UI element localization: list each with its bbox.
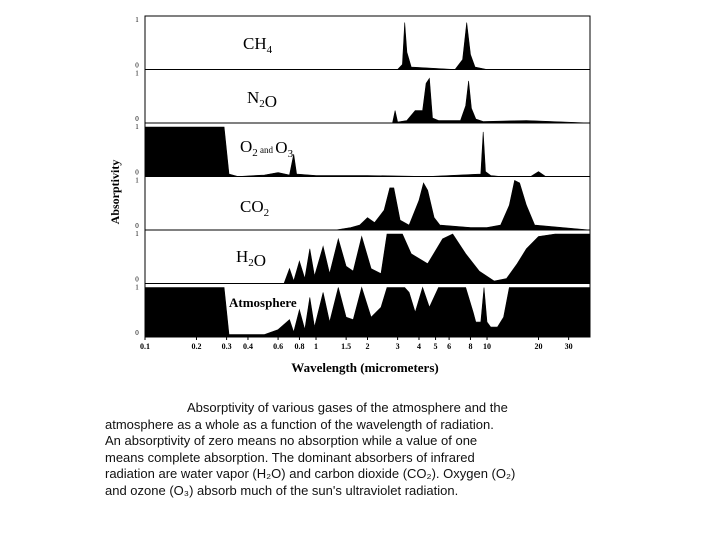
caption-line: means complete absorption. The dominant … [105,449,475,465]
panel-0: 1 0 CH4 [135,15,591,70]
y-axis-label: Absorptivity [108,160,122,225]
x-tick-label: 10 [483,342,491,351]
x-axis-label: Wavelength (micrometers) [291,360,438,375]
x-tick-label: 3 [396,342,400,351]
caption-line: and ozone (O₃) absorb much of the sun's … [105,482,459,498]
series-label: N2O [247,88,277,111]
y-tick-label-1: 1 [135,70,139,78]
x-axis: 0.1 0.2 0.3 0.4 0.6 0.8 1 1.5 2 3 4 5 6 8 10 20 30 [140,337,573,351]
series-label: CH4 [243,34,273,56]
y-tick-label-1: 1 [135,16,139,24]
x-tick-label: 4 [417,342,421,351]
absorption-area [144,126,590,177]
caption-line: atmosphere as a whole as a function of t… [105,416,494,432]
x-tick-label: 1.5 [341,342,351,351]
x-tick-label: 30 [565,342,573,351]
caption-line: radiation are water vapor (H₂O) and carb… [105,466,516,481]
y-tick-label-1: 1 [135,284,139,292]
series-label: Atmosphere [229,295,297,310]
y-tick-label-1: 1 [135,230,139,238]
x-tick-label: 2 [366,342,370,351]
panel-3: 1 0 CO2 [135,176,591,231]
y-tick-label-0: 0 [135,62,139,70]
panel-1: 1 0 N2O [135,69,591,124]
y-tick-label-0: 0 [135,276,139,284]
y-tick-label-0: 0 [135,222,139,230]
absorption-area [145,77,591,124]
y-tick-label-0: 0 [135,169,139,177]
absorption-area [145,233,591,284]
x-tick-label: 20 [535,342,543,351]
figure-caption: Absorptivity of various gases of the atm… [105,400,590,499]
series-label: CO2 [240,197,269,219]
panel-4: 1 0 H2O [135,229,591,284]
series-label: H2O [236,247,266,270]
x-tick-label: 0.4 [243,342,253,351]
x-tick-label: 6 [447,342,451,351]
x-tick-label: 8 [468,342,472,351]
x-tick-label: 1 [314,342,318,351]
x-tick-label: 0.1 [140,342,150,351]
panel-frame [144,15,591,70]
absorption-area [144,286,591,338]
caption-line: Absorptivity of various gases of the atm… [187,400,508,415]
panel-2: 1 0 O2 and O3 [135,122,591,177]
absorption-area [145,180,591,231]
x-tick-label: 5 [434,342,438,351]
panel-frame [144,69,591,124]
x-tick-label: 0.8 [294,342,304,351]
y-tick-label-0: 0 [135,115,139,123]
x-tick-label: 0.2 [191,342,201,351]
y-tick-label-1: 1 [135,123,139,131]
y-tick-label-0: 0 [135,329,139,337]
series-label: O2 and O3 [240,137,294,160]
x-tick-label: 0.3 [222,342,232,351]
caption-line: An absorptivity of zero means no absorpt… [105,433,478,448]
panel-5: 1 0 Atmosphere [135,283,591,338]
y-tick-label-1: 1 [135,177,139,185]
x-tick-label: 0.6 [273,342,283,351]
